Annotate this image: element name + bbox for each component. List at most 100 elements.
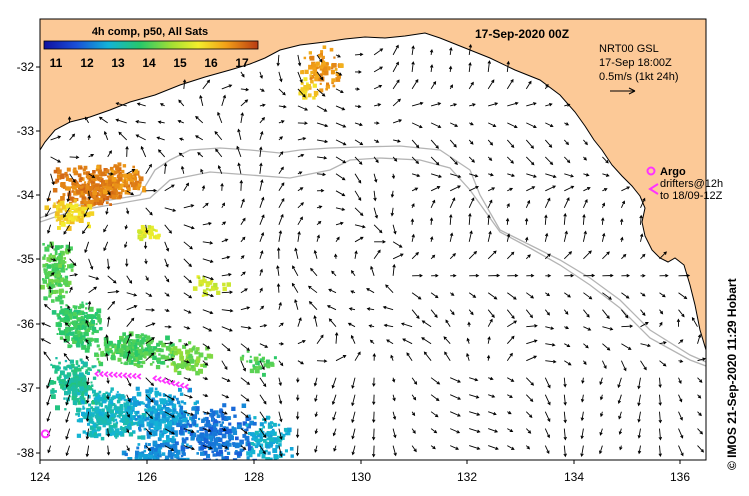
sst-pixel <box>83 181 87 184</box>
current-arrow <box>697 394 702 399</box>
sst-pixel <box>98 361 104 367</box>
current-arrow <box>486 354 491 361</box>
sst-pixel <box>72 314 77 319</box>
sst-pixel <box>87 325 92 330</box>
y-tick-label: -32 <box>17 60 35 74</box>
current-arrow <box>563 212 567 225</box>
current-arrow <box>126 292 138 297</box>
current-arrow <box>637 445 642 455</box>
current-arrow <box>85 394 90 404</box>
sst-pixel <box>253 438 257 442</box>
sst-pixel <box>67 322 71 326</box>
sst-pixel <box>175 442 178 445</box>
sst-pixel <box>235 436 239 441</box>
current-arrow <box>50 156 62 163</box>
current-arrow <box>124 241 128 249</box>
sst-pixel <box>143 449 147 453</box>
sst-pixel <box>87 224 91 229</box>
sst-pixel <box>157 437 162 442</box>
sst-pixel <box>60 245 64 248</box>
sst-pixel <box>144 347 149 351</box>
current-arrow <box>368 324 375 328</box>
current-arrow <box>544 156 554 166</box>
sst-pixel <box>54 366 60 372</box>
sst-pixel <box>57 327 61 331</box>
sst-pixel <box>129 178 134 183</box>
sst-pixel <box>333 56 336 59</box>
current-arrow <box>240 377 251 385</box>
current-arrow <box>429 48 434 55</box>
sst-pixel <box>94 414 99 419</box>
current-arrow <box>46 411 52 422</box>
sst-pixel <box>96 176 101 181</box>
sst-pixel <box>79 194 83 198</box>
sst-pixel <box>273 422 277 427</box>
sst-pixel <box>168 353 171 356</box>
current-arrow <box>331 377 337 389</box>
current-arrow <box>385 284 394 294</box>
current-arrow <box>88 286 98 294</box>
sst-pixel <box>200 363 204 367</box>
current-arrow <box>126 394 131 403</box>
sst-pixel <box>147 400 151 404</box>
sst-pixel <box>117 396 122 400</box>
sst-pixel <box>75 321 79 324</box>
sst-pixel <box>209 412 214 417</box>
sst-pixel <box>66 226 72 231</box>
sst-pixel <box>52 204 57 209</box>
sst-pixel <box>106 409 109 412</box>
current-arrow <box>126 445 130 452</box>
sst-pixel <box>226 282 231 287</box>
current-arrow <box>583 273 596 278</box>
sst-pixel <box>118 348 124 354</box>
colorbar-label: 17 <box>235 56 249 70</box>
sst-pixel <box>262 372 266 377</box>
sst-pixel <box>90 406 94 410</box>
sst-pixel <box>97 422 100 425</box>
sst-pixel <box>269 457 273 460</box>
current-arrow <box>278 230 283 242</box>
sst-pixel <box>132 165 135 169</box>
sst-pixel <box>96 420 99 424</box>
sst-pixel <box>176 455 180 460</box>
current-arrow <box>278 88 286 96</box>
colorbar-label: 13 <box>111 56 125 70</box>
sst-pixel <box>60 384 65 389</box>
sst-pixel <box>208 288 212 292</box>
current-arrow <box>221 202 225 209</box>
sst-pixel <box>286 431 291 436</box>
sst-pixel <box>270 425 273 428</box>
sst-pixel <box>66 219 71 225</box>
sst-pixel <box>124 335 130 341</box>
sst-pixel <box>66 213 72 218</box>
sst-pixel <box>119 191 123 195</box>
sst-pixel <box>158 446 161 449</box>
sst-pixel <box>94 174 99 179</box>
sst-pixel <box>101 350 105 354</box>
sst-pixel <box>136 410 140 414</box>
current-arrow <box>278 151 284 158</box>
current-arrow <box>449 232 454 242</box>
current-arrow <box>450 445 460 450</box>
current-arrow <box>545 173 557 179</box>
current-arrow <box>118 131 128 141</box>
sst-pixel <box>140 352 143 355</box>
sst-pixel <box>176 422 181 428</box>
sst-pixel <box>161 398 167 403</box>
current-arrow <box>487 199 493 208</box>
sst-pixel <box>140 453 145 458</box>
sst-pixel <box>101 193 107 199</box>
sst-pixel <box>145 389 150 394</box>
sst-pixel <box>272 448 278 453</box>
current-arrow <box>297 54 302 67</box>
sst-pixel <box>144 418 147 422</box>
sst-pixel <box>140 415 144 419</box>
sst-pixel <box>64 374 68 377</box>
sst-pixel <box>182 452 186 456</box>
sst-pixel <box>101 398 107 404</box>
current-arrow <box>430 411 439 418</box>
sst-pixel <box>334 68 338 71</box>
sst-pixel <box>82 168 86 172</box>
sst-pixel <box>125 190 129 194</box>
sst-pixel <box>113 407 117 411</box>
